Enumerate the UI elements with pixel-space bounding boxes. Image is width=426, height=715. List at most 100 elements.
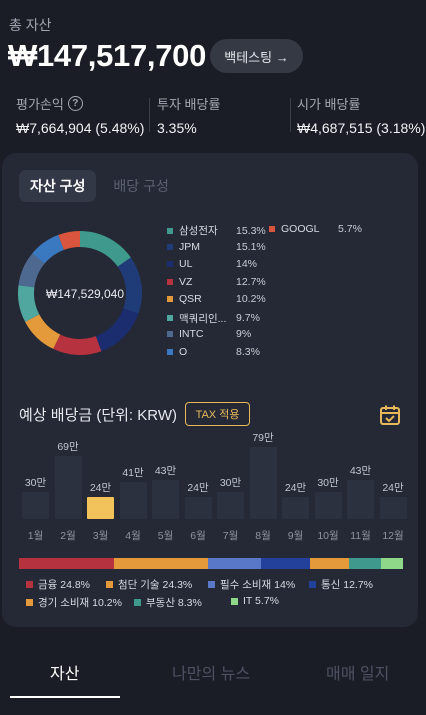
month-label: 7월 — [222, 530, 239, 542]
divider — [290, 98, 291, 132]
sector-segment[interactable] — [381, 558, 403, 569]
sector-swatch — [231, 597, 238, 605]
dividend-bar[interactable] — [119, 481, 147, 519]
sector-legend-text: IT 5.7% — [243, 595, 279, 607]
legend-name: GOOGL — [281, 223, 320, 235]
dividend-bar-label: 24만 — [187, 482, 209, 495]
stat-label: 시가 배당률 — [297, 96, 361, 112]
legend-pct: 9% — [236, 328, 252, 340]
dividend-bar[interactable] — [217, 491, 244, 519]
legend-item[interactable]: 맥쿼리인... 9.7% — [167, 311, 260, 326]
sector-swatch — [134, 599, 141, 606]
donut-slice-4[interactable] — [25, 314, 61, 349]
donut-slice-8[interactable] — [58, 231, 80, 250]
sector-legend-item[interactable]: 부동산 8.3% — [134, 595, 202, 610]
tab-dividend-composition[interactable]: 배당 구성 — [113, 178, 169, 194]
donut-slice-0[interactable] — [80, 231, 131, 267]
donut-slice-1[interactable] — [117, 257, 142, 314]
legend-swatch — [269, 226, 275, 232]
legend-swatch — [167, 296, 173, 302]
sector-legend-text: 부동산 8.3% — [146, 597, 202, 609]
donut-slice-5[interactable] — [18, 285, 40, 322]
sector-segment[interactable] — [207, 558, 262, 569]
divider — [149, 98, 150, 132]
donut-slice-3[interactable] — [53, 334, 102, 355]
nav-trade-journal[interactable]: 매매 일지 — [326, 666, 390, 683]
legend-item[interactable]: UL 14% — [167, 258, 257, 270]
sector-segment[interactable] — [261, 558, 311, 569]
month-label: 5월 — [157, 530, 174, 542]
dividend-bar-label: 30만 — [317, 476, 339, 489]
month-label: 1월 — [27, 530, 44, 542]
legend-swatch — [167, 278, 173, 285]
month-label: 6월 — [190, 530, 206, 542]
dividend-bar[interactable] — [22, 491, 49, 519]
sector-legend-item[interactable]: 경기 소비재 10.2% — [26, 595, 122, 610]
tax-toggle-button[interactable]: TAX 적용 — [185, 402, 250, 426]
month-label: 12월 — [382, 530, 404, 542]
legend-pct: 9.7% — [236, 312, 260, 324]
stats-row: 평가손익 ? ₩7,664,904 (5.48%) 투자 배당률 3.35% 시… — [0, 94, 426, 144]
sector-segment[interactable] — [19, 558, 115, 569]
help-icon[interactable]: ? — [67, 95, 83, 111]
month-label: 8월 — [255, 530, 271, 542]
dividend-bar[interactable] — [54, 456, 82, 519]
composition-tabs: 자산 구성 배당 구성 — [19, 170, 180, 202]
sector-segment[interactable] — [310, 558, 350, 569]
backtest-button[interactable]: 백테스팅 → — [210, 39, 303, 73]
legend-item[interactable]: JPM 15.1% — [167, 241, 266, 253]
nav-active-indicator — [10, 696, 120, 698]
dividend-bar[interactable] — [152, 479, 179, 519]
stat-value: 3.35% — [157, 120, 197, 136]
nav-assets[interactable]: 자산 — [50, 666, 80, 683]
sector-legend: 금융 24.8% 첨단 기술 24.3% 필수 소비재 14% 통신 12.7% 경기 … — [26, 577, 406, 613]
legend-item[interactable]: GOOGL 5.7% — [269, 223, 362, 235]
sector-legend-item[interactable]: 금융 24.8% — [26, 577, 90, 592]
legend-item[interactable]: VZ 12.7% — [167, 276, 266, 288]
sector-legend-item[interactable]: 통신 12.7% — [309, 577, 373, 592]
nav-my-news[interactable]: 나만의 뉴스 — [172, 666, 251, 683]
legend-item[interactable]: 삼성전자 15.3% — [167, 223, 266, 238]
sector-segment[interactable] — [349, 558, 382, 569]
tab-asset-composition[interactable]: 자산 구성 — [19, 170, 97, 202]
dividend-bar[interactable] — [87, 497, 114, 519]
legend-item[interactable]: O 8.3% — [167, 346, 260, 358]
portfolio-card: 자산 구성 배당 구성 ₩147,529,040 삼성전자 15.3% JPM 15.… — [2, 153, 418, 627]
month-label: 2월 — [60, 530, 76, 542]
sector-legend-item[interactable]: 첨단 기술 24.3% — [106, 577, 192, 592]
total-assets-label: 총 자산 — [9, 17, 52, 33]
sector-swatch — [106, 581, 113, 588]
dividend-bar-label: 69만 — [57, 441, 79, 454]
legend-pct: 15.3% — [236, 224, 266, 237]
dividend-bar[interactable] — [282, 497, 309, 519]
asset-donut-chart[interactable] — [16, 229, 144, 357]
donut-slice-7[interactable] — [32, 234, 64, 264]
donut-slice-6[interactable] — [18, 253, 45, 288]
legend-item[interactable]: INTC 9% — [167, 328, 251, 340]
calendar-icon[interactable] — [379, 404, 401, 426]
sector-legend-item[interactable]: 필수 소비재 14% — [208, 577, 295, 592]
dividend-bar[interactable] — [314, 491, 342, 519]
stat-value: ₩7,664,904 (5.48%) — [16, 120, 145, 136]
dividend-bar[interactable] — [347, 479, 374, 519]
sector-stacked-bar — [19, 558, 403, 569]
sector-legend-item[interactable]: IT 5.7% — [231, 595, 279, 607]
sector-segment[interactable] — [114, 558, 208, 569]
legend-name: JPM — [179, 240, 200, 253]
dividend-bar-label: 79만 — [252, 432, 274, 444]
legend-name: 맥쿼리인... — [179, 312, 227, 325]
dividend-bar-label: 24만 — [284, 482, 307, 495]
donut-center-value: ₩147,529,040 — [45, 287, 125, 301]
stat-label: 투자 배당률 — [157, 96, 221, 112]
dividend-bar-label: 24만 — [89, 482, 112, 495]
bottom-nav: 자산 나만의 뉴스 매매 일지 — [0, 643, 426, 715]
dividend-bar[interactable] — [379, 497, 407, 519]
dividend-bar[interactable] — [249, 447, 277, 519]
dividend-bar[interactable] — [184, 497, 212, 519]
monthly-dividend-chart: 30만 1월 69만 2월 24만 3월 41만 4월 43만 5월 24만 6월 30만 7월 79만 8월… — [19, 432, 407, 543]
legend-item[interactable]: QSR 10.2% — [167, 293, 266, 305]
donut-slice-2[interactable] — [95, 308, 139, 352]
sector-legend-text: 금융 24.8% — [38, 579, 91, 591]
stat-market-yield: 시가 배당률 ₩4,687,515 (3.18%) — [297, 94, 425, 137]
dividend-bar-label: 41만 — [122, 466, 144, 479]
